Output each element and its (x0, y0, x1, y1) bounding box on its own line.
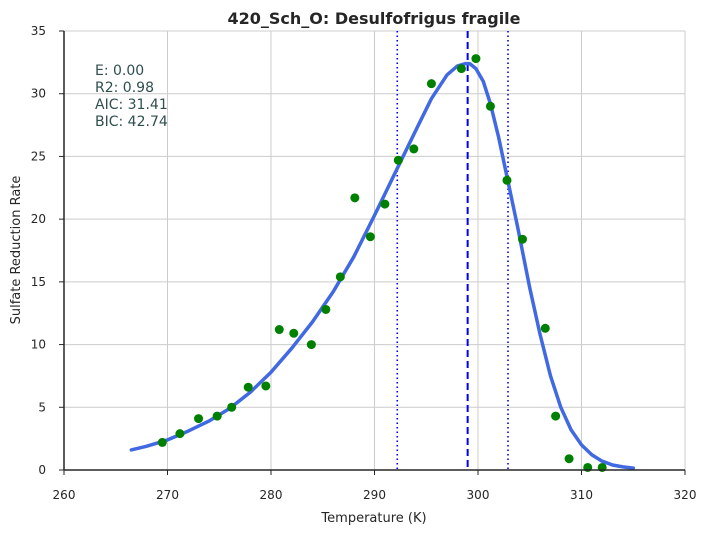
y-tick-labels: 0 5 10 15 20 25 30 35 (31, 24, 46, 477)
x-tick-label: 260 (53, 488, 76, 502)
x-tick-label: 270 (156, 488, 179, 502)
data-point (212, 411, 222, 421)
data-point (502, 175, 512, 185)
data-point (540, 323, 550, 333)
vertical-reference-lines (396, 31, 509, 470)
data-point (321, 304, 331, 314)
data-point (471, 54, 481, 64)
x-tick-labels: 260 270 280 290 300 310 320 (53, 488, 697, 502)
stat-r2: R2: 0.98 (95, 80, 154, 96)
data-point (289, 328, 299, 338)
data-point (274, 325, 284, 335)
data-point (564, 454, 574, 464)
data-point (243, 382, 253, 392)
data-point (518, 234, 528, 244)
data-point (551, 411, 561, 421)
y-tick-label: 0 (38, 463, 46, 477)
x-tick-label: 300 (467, 488, 490, 502)
data-point (393, 155, 403, 165)
x-tick-label: 280 (260, 488, 283, 502)
data-point (380, 199, 390, 209)
y-tick-label: 15 (31, 275, 46, 289)
x-tick-label: 290 (363, 488, 386, 502)
data-point (194, 414, 204, 424)
y-tick-label: 20 (31, 212, 46, 226)
data-point (409, 144, 419, 154)
stat-aic: AIC: 31.41 (95, 97, 168, 113)
stat-e: E: 0.00 (95, 63, 144, 79)
x-tick-label: 310 (570, 488, 593, 502)
axes (59, 30, 686, 475)
data-point (157, 437, 167, 447)
y-axis-label: Sulfate Reduction Rate (9, 176, 24, 325)
y-tick-label: 10 (31, 338, 46, 352)
data-point (365, 232, 375, 242)
data-point (175, 429, 185, 439)
y-tick-label: 35 (31, 24, 46, 38)
fit-curve (129, 61, 636, 470)
fit-curve-group (129, 61, 636, 470)
data-point (485, 101, 495, 111)
chart-title: 420_Sch_O: Desulfofrigus fragile (227, 9, 520, 28)
y-tick-label: 30 (31, 87, 46, 101)
data-point (426, 79, 436, 89)
data-point (350, 193, 360, 203)
fit-statistics: E: 0.00 R2: 0.98 AIC: 31.41 BIC: 42.74 (95, 63, 168, 130)
data-point (335, 272, 345, 282)
data-point (227, 402, 237, 412)
x-tick-label: 320 (674, 488, 697, 502)
x-axis-label: Temperature (K) (320, 511, 426, 526)
grid-lines (63, 30, 686, 471)
y-tick-label: 25 (31, 149, 46, 163)
y-tick-label: 5 (38, 400, 46, 414)
data-point (261, 381, 271, 391)
data-point (306, 340, 316, 350)
data-points (157, 54, 607, 472)
stat-bic: BIC: 42.74 (95, 114, 168, 130)
data-point (456, 64, 466, 74)
